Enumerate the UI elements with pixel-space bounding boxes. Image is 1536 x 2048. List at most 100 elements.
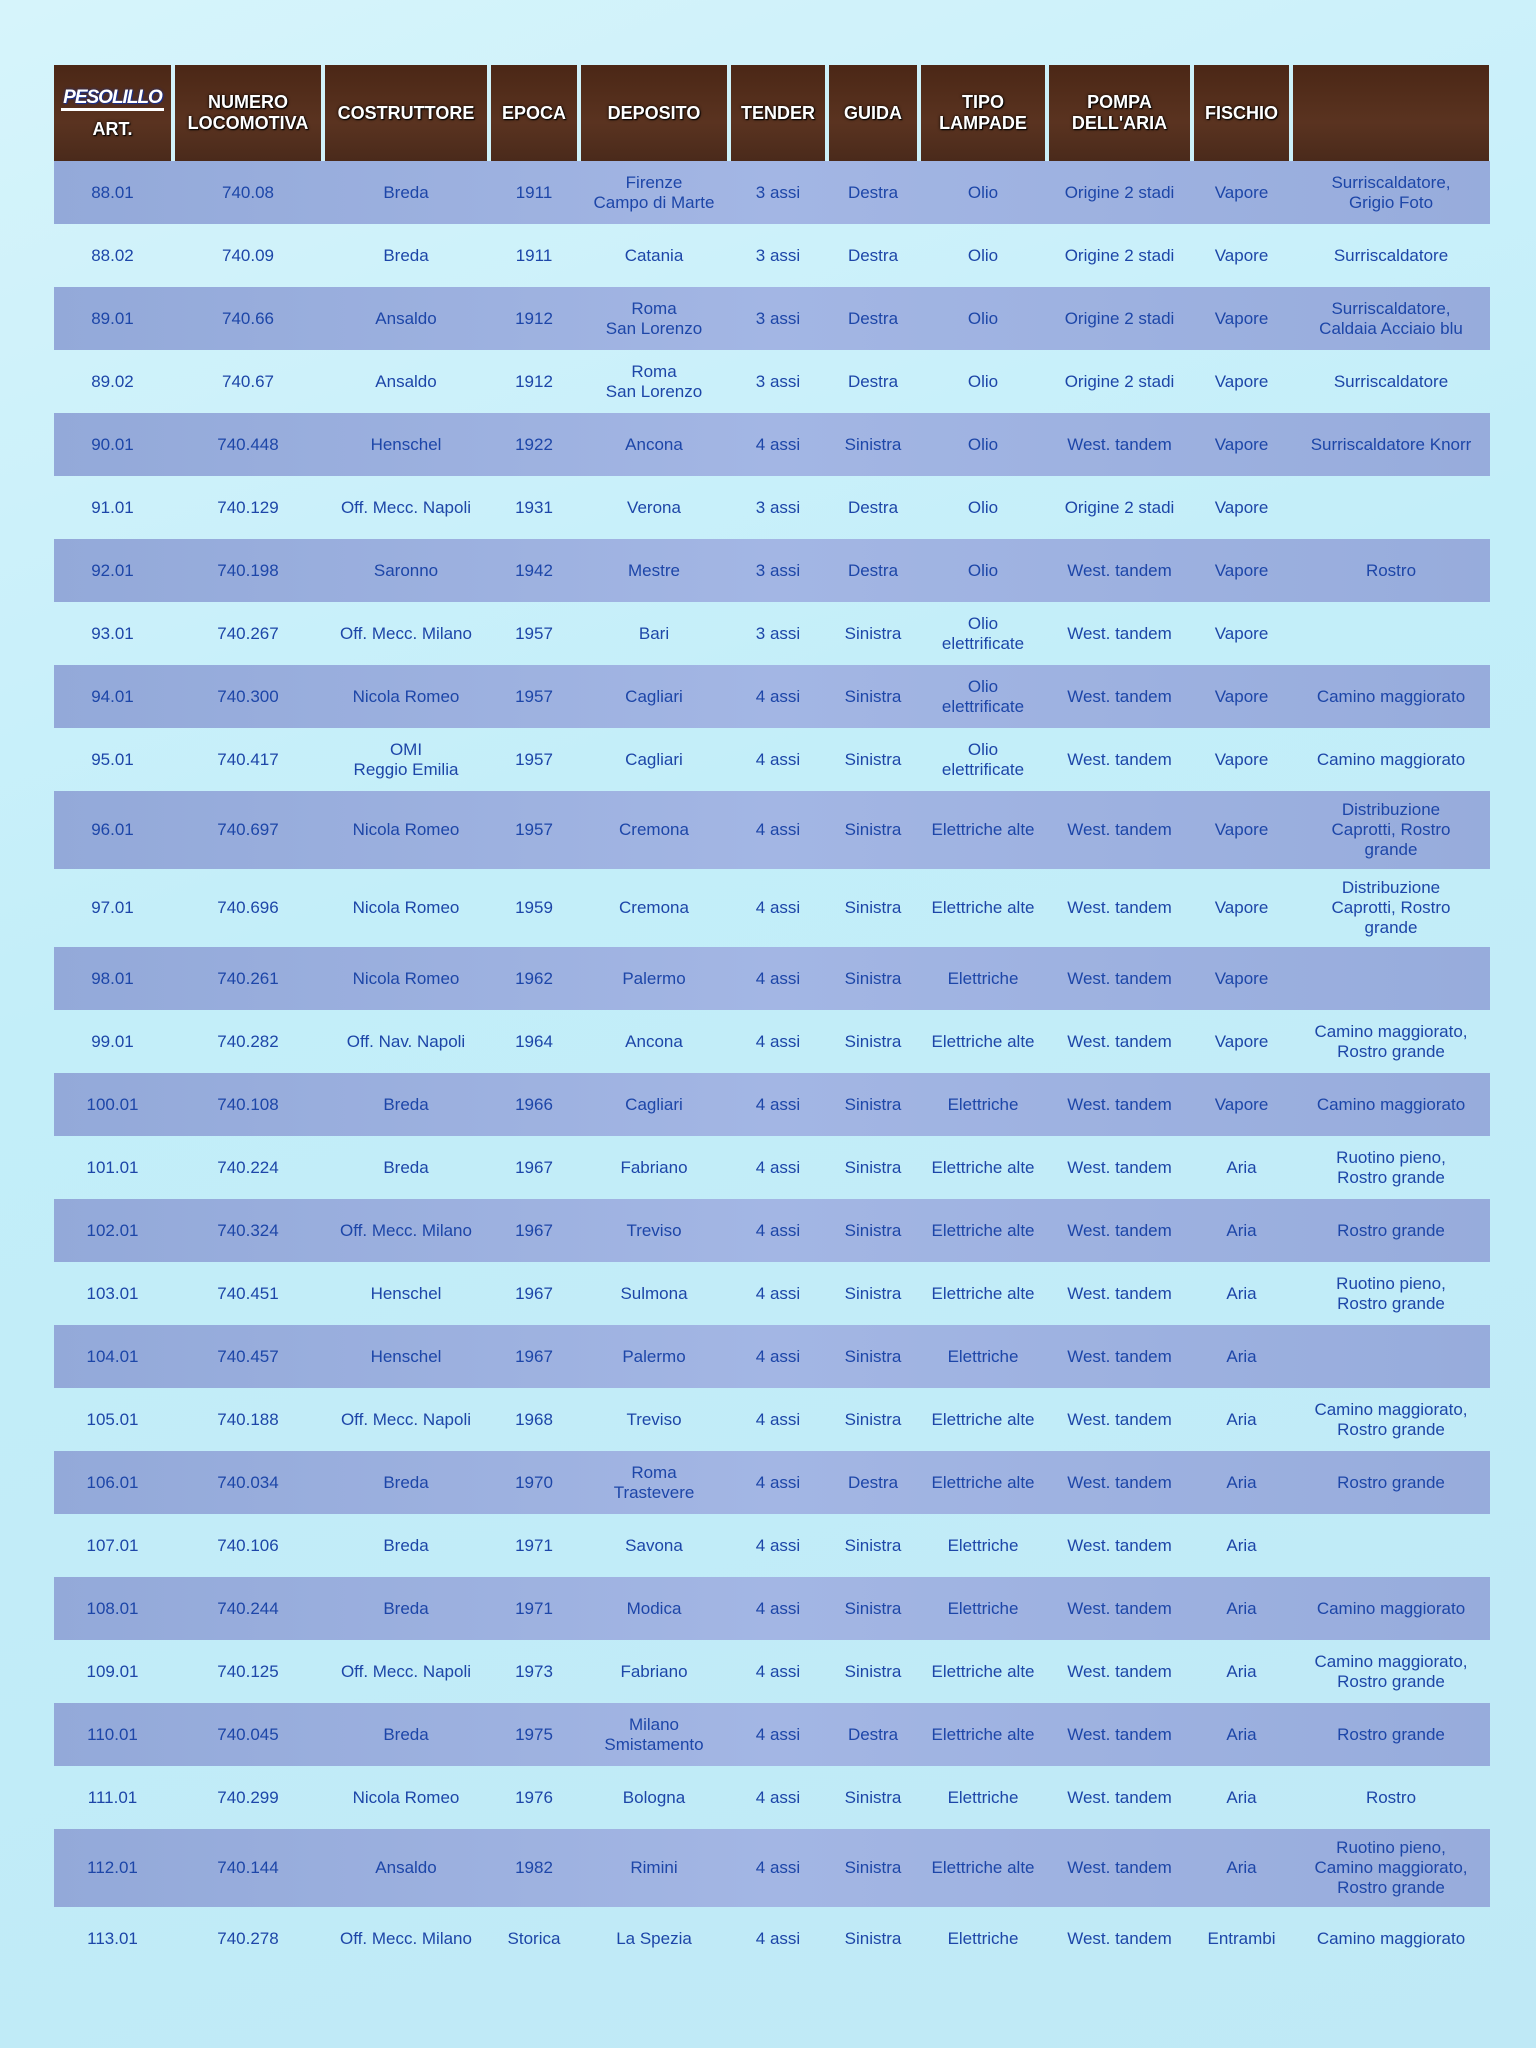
cell-note: Ruotino pieno, Rostro grande — [1336, 1273, 1446, 1313]
cell-epoca: 1912 — [515, 371, 553, 391]
cell-guida: Sinistra — [844, 1661, 902, 1681]
cell-fischio: Vapore — [1214, 497, 1269, 517]
cell-note — [1293, 602, 1489, 665]
cell-lampade: Olio — [967, 308, 999, 328]
cell-art: 112.01 — [87, 1858, 138, 1877]
cell-tender: 3 assi — [755, 560, 801, 580]
cell-pompa: West. tandem — [1067, 1157, 1172, 1177]
cell-art: 101.01 — [86, 1157, 139, 1177]
cell-epoca: 1942 — [515, 560, 553, 580]
cell-numero: 740.451 — [217, 1283, 279, 1303]
cell-note: Surriscaldatore, Grigio Foto — [1331, 172, 1451, 212]
cell-epoca: 1911 — [515, 182, 553, 202]
cell-tender: 3 assi — [755, 182, 801, 202]
cell-guida: Sinistra — [844, 1928, 902, 1948]
cell-numero: 740.278 — [217, 1928, 279, 1948]
cell-guida: Sinistra — [844, 1787, 902, 1807]
cell-lampade: Olio — [967, 434, 999, 454]
cell-numero: 740.09 — [222, 245, 274, 265]
cell-art: 111.01 — [87, 1787, 138, 1807]
cell-note: Ruotino pieno, Camino maggiorato, Rostro… — [1314, 1838, 1468, 1897]
header-label: ART. — [92, 118, 133, 139]
cell-tender: 4 assi — [755, 1346, 801, 1366]
cell-epoca: 1967 — [515, 1157, 553, 1177]
cell-guida: Sinistra — [844, 1031, 902, 1051]
cell-fischio: Vapore — [1214, 1031, 1269, 1051]
cell-epoca: 1971 — [515, 1535, 553, 1555]
cell-fischio: Aria — [1226, 1661, 1257, 1681]
cell-lampade: Elettriche alte — [931, 820, 1035, 839]
table-row: 88.01 740.08 Breda 1911 Firenze Campo di Mar… — [54, 161, 1490, 224]
cell-fischio: Vapore — [1214, 686, 1269, 706]
cell-pompa: West. tandem — [1067, 434, 1172, 454]
cell-guida: Sinistra — [844, 1157, 902, 1177]
cell-lampade: Elettriche — [947, 1598, 1019, 1618]
cell-note: Camino maggiorato — [1316, 749, 1466, 769]
cell-pompa: West. tandem — [1067, 1094, 1172, 1114]
cell-tender: 3 assi — [755, 245, 801, 265]
cell-lampade: Elettriche — [947, 1346, 1019, 1366]
cell-lampade: Elettriche alte — [931, 1409, 1035, 1429]
cell-note: Surriscaldatore Knorr — [1310, 434, 1472, 454]
cell-tender: 4 assi — [755, 820, 801, 839]
cell-epoca: 1931 — [515, 497, 553, 517]
cell-tender: 4 assi — [755, 898, 801, 917]
cell-art: 91.01 — [91, 497, 134, 517]
cell-fischio: Aria — [1226, 1472, 1257, 1492]
cell-fischio: Aria — [1226, 1283, 1257, 1303]
cell-numero: 740.045 — [217, 1724, 279, 1744]
cell-numero: 740.697 — [217, 820, 279, 839]
cell-costruttore: Breda — [383, 1472, 429, 1492]
cell-lampade: Olio — [967, 245, 999, 265]
cell-pompa: West. tandem — [1067, 1661, 1172, 1681]
cell-pompa: West. tandem — [1067, 898, 1172, 917]
cell-guida: Destra — [847, 1472, 899, 1492]
header-fischio: FISCHIO — [1194, 65, 1289, 161]
cell-art: 100.01 — [86, 1094, 139, 1114]
locomotive-table: PESOLILLO ART. NUMERO LOCOMOTIVA COSTRUT… — [54, 65, 1490, 1970]
cell-art: 107.01 — [86, 1535, 139, 1555]
cell-costruttore: OMI Reggio Emilia — [353, 739, 459, 779]
cell-note: Rostro — [1365, 1787, 1417, 1807]
cell-lampade: Elettriche alte — [931, 1661, 1035, 1681]
cell-numero: 740.448 — [217, 434, 279, 454]
cell-epoca: 1982 — [515, 1858, 553, 1877]
cell-guida: Sinistra — [844, 898, 902, 917]
cell-numero: 740.324 — [217, 1220, 279, 1240]
cell-art: 94.01 — [91, 686, 134, 706]
table-row: 107.01 740.106 Breda 1971 Savona 4 assi Sinist… — [54, 1514, 1490, 1577]
cell-pompa: Origine 2 stadi — [1064, 182, 1175, 202]
cell-guida: Sinistra — [844, 1220, 902, 1240]
cell-tender: 4 assi — [755, 1031, 801, 1051]
cell-art: 90.01 — [91, 434, 134, 454]
cell-deposito: Savona — [625, 1535, 683, 1555]
table-row: 110.01 740.045 Breda 1975 Milano Smistamento… — [54, 1703, 1490, 1766]
cell-pompa: West. tandem — [1067, 1928, 1172, 1948]
cell-tender: 4 assi — [755, 1472, 801, 1492]
cell-art: 88.02 — [91, 245, 134, 265]
cell-deposito: Bologna — [622, 1787, 686, 1807]
cell-note: Ruotino pieno, Rostro grande — [1336, 1147, 1446, 1187]
cell-epoca: 1962 — [515, 968, 553, 988]
cell-note: Surriscaldatore — [1333, 371, 1449, 391]
table-row: 94.01 740.300 Nicola Romeo 1957 Cagliari 4 as… — [54, 665, 1490, 728]
cell-note: Distribuzione Caprotti, Rostro grande — [1331, 800, 1451, 859]
table-row: 101.01 740.224 Breda 1967 Fabriano 4 assi Sini… — [54, 1136, 1490, 1199]
cell-fischio: Aria — [1226, 1157, 1257, 1177]
table-row: 111.01 740.299 Nicola Romeo 1976 Bologna 4 as… — [54, 1766, 1490, 1829]
cell-epoca: 1957 — [515, 623, 553, 643]
cell-lampade: Olio — [967, 560, 999, 580]
cell-pompa: Origine 2 stadi — [1064, 497, 1175, 517]
cell-deposito: Roma San Lorenzo — [605, 361, 703, 401]
cell-costruttore: Breda — [383, 1094, 429, 1114]
header-art: PESOLILLO ART. — [54, 65, 171, 161]
cell-art: 106.01 — [86, 1472, 139, 1492]
cell-costruttore: Henschel — [370, 434, 442, 454]
cell-art: 110.01 — [87, 1724, 138, 1744]
cell-art: 89.02 — [91, 371, 134, 391]
cell-art: 108.01 — [86, 1598, 139, 1618]
table-row: 97.01 740.696 Nicola Romeo 1959 Cremona 4 ass… — [54, 869, 1490, 947]
cell-numero: 740.224 — [217, 1157, 279, 1177]
cell-lampade: Elettriche alte — [931, 1472, 1035, 1492]
cell-fischio: Aria — [1226, 1598, 1257, 1618]
